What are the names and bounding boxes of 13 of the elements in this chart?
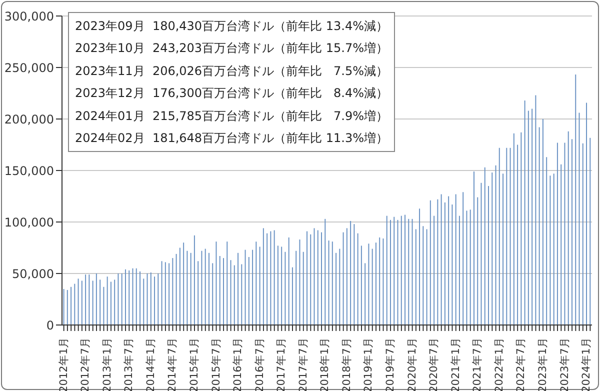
annotation: 2023年11月 206,026百万台湾ドル（前年比 7.5%減）	[75, 62, 388, 80]
annotation: 2024年02月 181,648百万台湾ドル（前年比 11.3%増）	[75, 130, 388, 148]
y-tick-label: 300,000	[4, 9, 54, 24]
annotation: 2023年12月 176,300百万台湾ドル（前年比 8.4%減）	[75, 85, 388, 102]
y-tick-label: 200,000	[4, 112, 54, 126]
y-tick-label: 50,000	[12, 266, 54, 281]
annotation: 2023年10月 243,203百万台湾ドル（前年比 15.7%増）	[75, 40, 388, 58]
annotation: 2024年01月 215,785百万台湾ドル（前年比 7.9%増）	[75, 108, 388, 125]
y-tick-label: 0	[46, 318, 54, 332]
y-tick-label: 100,000	[4, 215, 54, 230]
y-tick-label: 150,000	[4, 164, 54, 178]
y-tick-label: 250,000	[4, 60, 54, 75]
annotation: 2023年09月 180,430百万台湾ドル（前年比 13.4%減）	[75, 18, 388, 35]
